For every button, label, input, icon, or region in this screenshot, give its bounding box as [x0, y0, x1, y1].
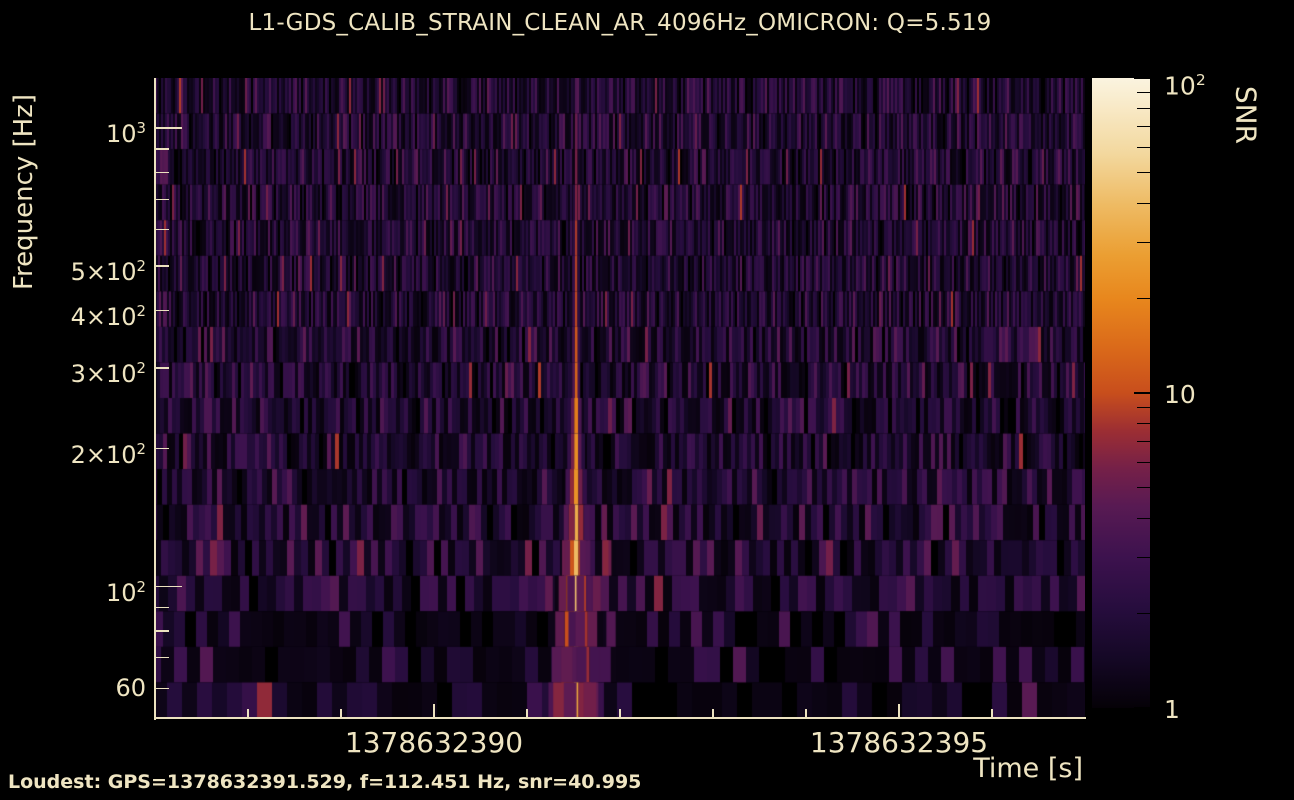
y-tick-label: 3×102	[70, 358, 146, 388]
x-minor-tick	[619, 709, 621, 717]
y-tick-label: 5×102	[70, 257, 146, 287]
colorbar-minor-tick	[1137, 91, 1150, 93]
y-tick-label: 4×102	[70, 301, 146, 331]
x-minor-tick	[247, 709, 249, 717]
x-axis-spine	[154, 717, 1086, 719]
y-tick	[156, 585, 182, 588]
y-minor-tick	[156, 630, 169, 632]
colorbar-minor-tick	[1137, 441, 1150, 443]
x-minor-tick	[526, 709, 528, 717]
x-minor-tick	[340, 709, 342, 717]
x-tick	[433, 704, 435, 717]
y-tick	[156, 447, 169, 450]
x-tick	[898, 704, 900, 717]
y-tick-label: 60	[115, 674, 146, 703]
colorbar-minor-tick	[1137, 147, 1150, 149]
y-tick-label: 2×102	[70, 439, 146, 469]
chart-title: L1-GDS_CALIB_STRAIN_CLEAN_AR_4096Hz_OMIC…	[248, 10, 992, 36]
y-tick	[156, 309, 169, 312]
y-minor-tick	[156, 171, 169, 174]
y-minor-tick	[156, 229, 169, 231]
colorbar-tick-label: 102	[1164, 71, 1206, 101]
colorbar-minor-tick	[1137, 242, 1150, 244]
y-tick	[156, 127, 182, 129]
colorbar-minor-tick	[1137, 202, 1150, 204]
colorbar-minor-tick	[1137, 462, 1150, 464]
colorbar-title: SNR	[1229, 85, 1263, 145]
x-axis-title: Time [s]	[973, 753, 1083, 784]
colorbar-minor-tick	[1137, 557, 1150, 559]
y-minor-tick	[156, 198, 169, 200]
y-minor-tick	[156, 148, 169, 150]
x-tick-label: 1378632395	[809, 726, 989, 759]
y-axis-title: Frequency [Hz]	[9, 93, 39, 291]
colorbar-minor-tick	[1137, 487, 1150, 489]
colorbar-tick	[1134, 707, 1150, 709]
x-tick-label: 1378632390	[344, 726, 524, 759]
spectrogram-heatmap	[155, 78, 1085, 718]
x-minor-tick	[712, 709, 714, 717]
x-minor-tick	[805, 709, 807, 717]
colorbar-tick	[1134, 77, 1150, 79]
colorbar-tick	[1134, 392, 1150, 394]
y-minor-tick	[156, 657, 169, 659]
colorbar-tick-label: 1	[1164, 695, 1180, 724]
x-minor-tick	[991, 709, 993, 717]
y-tick	[156, 265, 169, 267]
y-tick-label: 102	[105, 577, 146, 607]
colorbar-minor-tick	[1137, 406, 1150, 408]
colorbar-minor-tick	[1137, 297, 1150, 299]
colorbar-minor-tick	[1137, 612, 1150, 614]
y-tick	[156, 367, 169, 369]
y-tick	[156, 687, 169, 690]
y-axis-spine	[154, 78, 156, 720]
colorbar-minor-tick	[1137, 126, 1150, 128]
colorbar-tick-label: 10	[1164, 380, 1196, 409]
loudest-event-readout: Loudest: GPS=1378632391.529, f=112.451 H…	[8, 771, 642, 793]
colorbar-minor-tick	[1137, 422, 1150, 425]
colorbar-minor-tick	[1137, 107, 1150, 110]
colorbar-minor-tick	[1137, 517, 1150, 519]
y-tick-label: 103	[105, 119, 146, 149]
colorbar-minor-tick	[1137, 172, 1150, 174]
y-minor-tick	[156, 607, 169, 609]
